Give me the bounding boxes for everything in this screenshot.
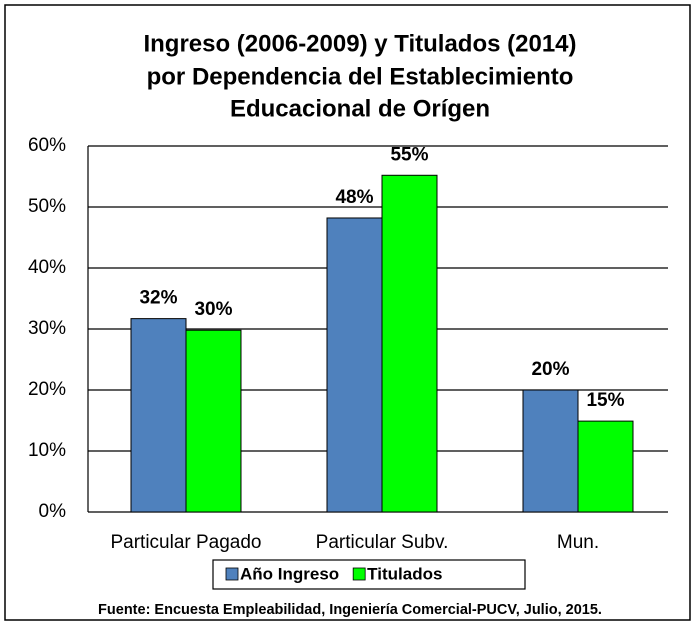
bar — [185, 329, 242, 513]
y-tick-label: 30% — [28, 318, 66, 339]
y-tick-label: 40% — [28, 257, 66, 278]
x-tick-label: Mun. — [557, 532, 599, 553]
y-tick-label: 50% — [28, 196, 66, 217]
legend-label: Titulados — [367, 564, 442, 583]
y-tick-label: 0% — [39, 501, 67, 522]
legend-swatch — [225, 567, 239, 581]
bar — [381, 174, 438, 513]
legend-swatch — [352, 567, 366, 581]
value-label: 55% — [390, 144, 428, 165]
y-tick-label: 10% — [28, 440, 66, 461]
bar — [522, 389, 579, 513]
chart-title: Ingreso (2006-2009) y Titulados (2014) — [143, 30, 576, 57]
value-label: 20% — [531, 359, 569, 380]
value-label: 32% — [139, 288, 177, 309]
value-label: 15% — [586, 390, 624, 411]
source-note: Fuente: Encuesta Empleabilidad, Ingenier… — [98, 602, 602, 618]
x-tick-label: Particular Pagado — [110, 532, 261, 553]
value-label: 30% — [194, 299, 232, 320]
bar — [326, 217, 383, 513]
chart-title: por Dependencia del Establecimiento — [147, 63, 574, 90]
y-tick-label: 60% — [28, 135, 66, 156]
chart-title: Educacional de Orígen — [230, 95, 490, 122]
legend-label: Año Ingreso — [240, 564, 339, 583]
x-tick-label: Particular Subv. — [316, 532, 449, 553]
y-tick-label: 20% — [28, 379, 66, 400]
bar — [577, 420, 634, 513]
value-label: 48% — [335, 187, 373, 208]
legend-box — [212, 559, 526, 590]
bar — [130, 318, 187, 513]
